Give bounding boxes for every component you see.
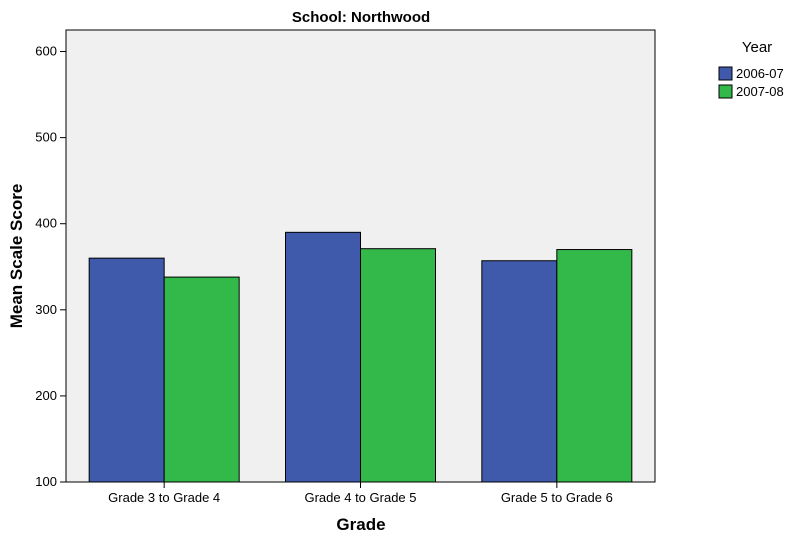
bar-2007-08-3: [556, 249, 633, 483]
x-tick-label: Grade 3 to Grade 4: [108, 490, 220, 505]
y-axis: 100 200 300 400 500 600: [35, 44, 66, 489]
y-tick-label: 400: [35, 216, 57, 231]
legend-label-2007-08: 2007-08: [736, 84, 784, 99]
bar-2006-07-1: [88, 257, 165, 483]
x-axis: Grade 3 to Grade 4 Grade 4 to Grade 5 Grad…: [108, 482, 613, 505]
y-tick-label: 500: [35, 130, 57, 145]
legend: Year 2006-07 2007-08: [718, 39, 784, 99]
y-tick-label: 300: [35, 302, 57, 317]
x-axis-title: Grade: [336, 515, 385, 534]
x-tick-label: Grade 5 to Grade 6: [501, 490, 613, 505]
y-tick-label: 100: [35, 474, 57, 489]
legend-title: Year: [742, 39, 772, 56]
y-tick-label: 200: [35, 388, 57, 403]
y-tick-label: 600: [35, 44, 57, 59]
bars-group: [88, 231, 633, 483]
legend-swatch-2007-08: [718, 84, 733, 99]
legend-label-2006-07: 2006-07: [736, 66, 784, 81]
bar-2007-08-1: [163, 276, 240, 483]
bar-2007-08-2: [360, 248, 436, 483]
bar-2006-07-2: [285, 231, 361, 483]
bar-2006-07-3: [481, 260, 558, 483]
chart-title: School: Northwood: [292, 9, 430, 26]
y-axis-title: Mean Scale Score: [7, 184, 26, 329]
legend-swatch-2006-07: [718, 66, 733, 81]
x-tick-label: Grade 4 to Grade 5: [304, 490, 416, 505]
